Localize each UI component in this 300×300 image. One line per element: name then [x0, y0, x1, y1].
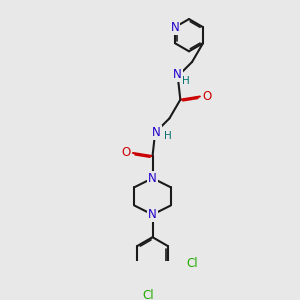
Text: N: N: [173, 68, 182, 81]
Text: O: O: [121, 146, 130, 160]
Text: Cl: Cl: [186, 257, 198, 270]
Text: N: N: [152, 126, 161, 139]
Text: O: O: [202, 90, 212, 103]
Text: H: H: [164, 131, 172, 141]
Text: N: N: [148, 208, 157, 221]
Text: N: N: [148, 172, 157, 185]
Text: N: N: [171, 21, 179, 34]
Text: Cl: Cl: [142, 290, 154, 300]
Text: H: H: [182, 76, 190, 86]
